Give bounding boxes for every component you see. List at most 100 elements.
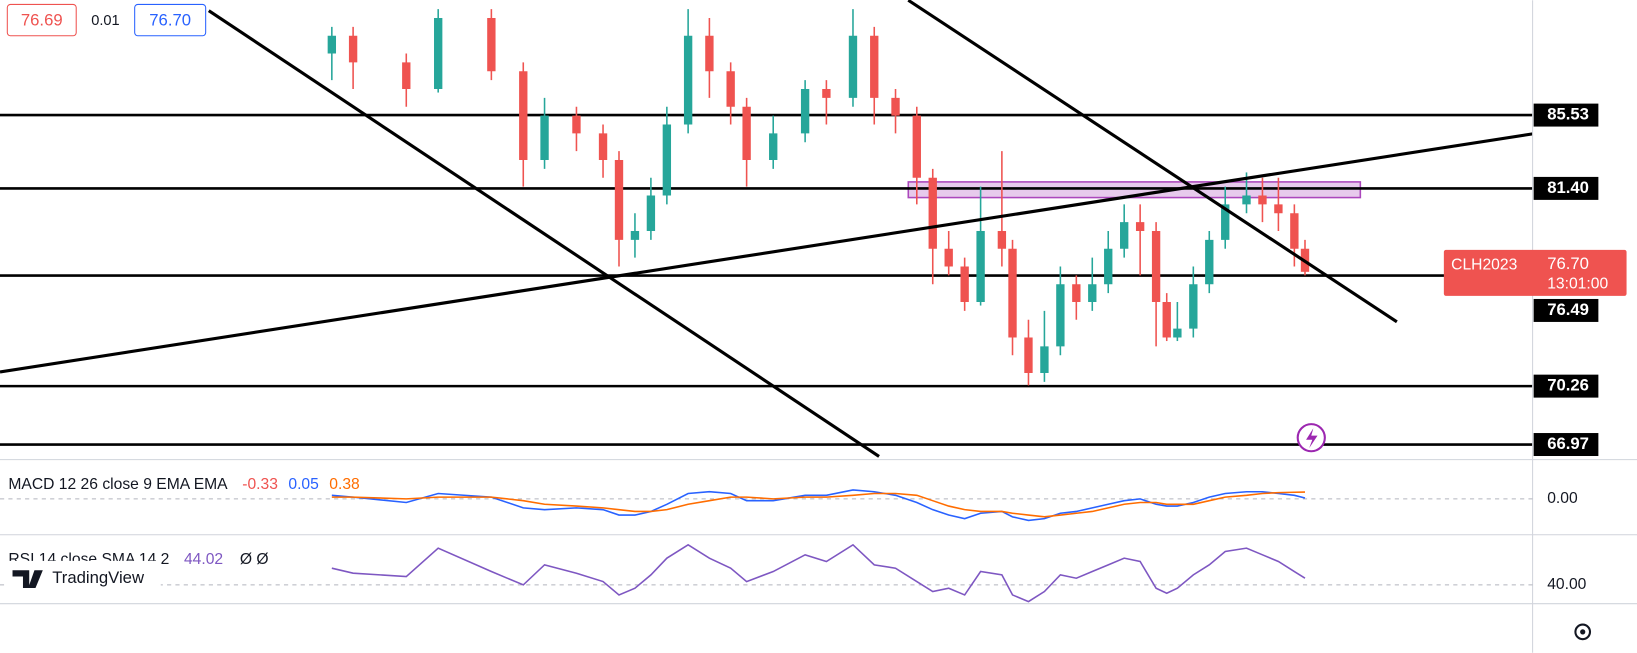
level-label-box (1533, 176, 1599, 200)
logo-text: TradingView (52, 568, 145, 587)
candle-body (519, 71, 528, 160)
candle (348, 26, 358, 89)
trendline (0, 132, 1533, 374)
candle (519, 62, 528, 187)
level-label: 85.53 (1547, 104, 1589, 123)
candle-body (1173, 328, 1182, 338)
candle-body (1221, 204, 1230, 240)
level-label-box (1533, 103, 1599, 127)
candle (1162, 293, 1171, 342)
candle-body (348, 35, 358, 63)
gear-center[interactable] (1580, 629, 1586, 635)
candle (683, 9, 693, 134)
candle (944, 230, 953, 276)
candle (434, 9, 443, 93)
candle (800, 80, 810, 143)
drawings (907, 181, 1362, 199)
ask-box[interactable] (134, 3, 207, 37)
candle-body (870, 35, 879, 98)
candle-body (598, 133, 608, 160)
indicator-readout: 0.38 (329, 476, 360, 493)
candle-body (1056, 284, 1065, 347)
candle (997, 151, 1007, 267)
candle-body (1162, 301, 1171, 338)
candle (1274, 177, 1283, 231)
last-price-box (1443, 249, 1627, 296)
alert-icon[interactable] (1296, 423, 1326, 453)
last-price: 76.70 (1547, 254, 1589, 273)
candle-body (540, 115, 549, 160)
candle-body (327, 35, 337, 54)
axes: 0.00 40.00 (1547, 490, 1586, 593)
candle (630, 213, 640, 258)
candle-body (705, 35, 714, 72)
candle (1024, 319, 1033, 386)
candle-body (1120, 222, 1129, 249)
countdown: 13:01:00 (1547, 275, 1608, 292)
candle-body (1290, 213, 1299, 249)
trendlines (0, 0, 1533, 458)
candle (769, 115, 778, 169)
trendline (207, 9, 880, 458)
candle (1056, 266, 1065, 356)
bid-box[interactable] (6, 3, 77, 37)
candle (1072, 275, 1081, 320)
candle-body (742, 106, 751, 160)
candle (662, 106, 672, 205)
candle (598, 124, 608, 178)
candle-body (1242, 195, 1251, 205)
price-labels: CLH2023 76.70 13:01:00 85.53 81.40 76.49 70.26… (1443, 103, 1627, 457)
settings-icon[interactable] (1574, 623, 1592, 641)
candle-body (800, 88, 810, 134)
candle-body (683, 35, 693, 125)
candle-body (1104, 248, 1113, 285)
candle-body (976, 230, 985, 302)
levels (0, 113, 1533, 446)
candle-body (434, 17, 443, 89)
candle-body (1072, 284, 1081, 302)
candle (960, 257, 969, 311)
trendline (907, 0, 1398, 324)
candle (1104, 230, 1113, 294)
candle (572, 106, 581, 152)
level-label: 76.49 (1547, 300, 1589, 319)
candle-body (1135, 222, 1145, 231)
candle-body (572, 115, 581, 134)
candle-body (912, 115, 921, 178)
candle (1008, 239, 1017, 356)
candle-body (1205, 239, 1214, 285)
candle (891, 88, 900, 134)
candle-body (1040, 346, 1049, 373)
candle-body (402, 62, 411, 89)
candle (487, 9, 496, 81)
alert-bolt[interactable] (1306, 428, 1318, 449)
indicator-readout: 0.05 (288, 476, 319, 493)
candle (614, 151, 624, 267)
candle-body (997, 230, 1007, 249)
level-label: 70.26 (1547, 376, 1589, 395)
logo-background (4, 560, 161, 597)
candle (976, 186, 985, 306)
bid: 76.69 (21, 11, 63, 30)
candle (540, 97, 549, 169)
candle (327, 26, 337, 81)
level-label: 66.97 (1547, 434, 1589, 453)
level-label: 81.40 (1547, 178, 1589, 197)
candle-body (1008, 248, 1017, 338)
candle-body (928, 177, 937, 249)
candle (1258, 177, 1267, 223)
indicator-line (331, 489, 1306, 522)
candle-body (726, 71, 735, 107)
candle-body (1088, 284, 1097, 302)
level-label-box (1533, 433, 1599, 457)
level-label-box (1533, 374, 1599, 398)
candle (870, 26, 879, 125)
y-tick-label: 40.00 (1547, 576, 1586, 593)
candle-body (1274, 204, 1283, 214)
candle (848, 9, 858, 107)
indicator-line (331, 491, 1306, 518)
gear[interactable] (1574, 623, 1592, 641)
